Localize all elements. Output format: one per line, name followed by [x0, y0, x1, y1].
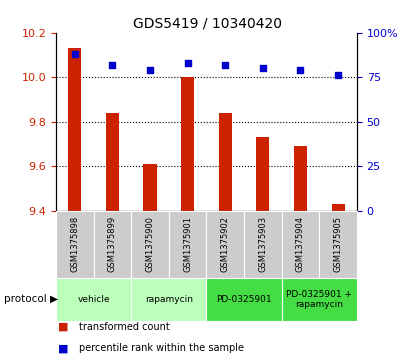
- Text: GSM1375899: GSM1375899: [108, 216, 117, 272]
- Text: GSM1375902: GSM1375902: [221, 216, 230, 272]
- Text: protocol ▶: protocol ▶: [4, 294, 58, 305]
- Text: PD-0325901 +
rapamycin: PD-0325901 + rapamycin: [286, 290, 352, 309]
- Point: [335, 73, 342, 78]
- Text: transformed count: transformed count: [79, 322, 170, 332]
- Point: [259, 65, 266, 71]
- Bar: [206, 211, 244, 278]
- Text: ■: ■: [58, 322, 68, 332]
- Bar: [94, 211, 131, 278]
- Bar: [332, 204, 345, 211]
- Point: [147, 67, 154, 73]
- Text: GSM1375900: GSM1375900: [146, 216, 154, 272]
- Bar: [319, 211, 357, 278]
- Bar: [181, 77, 194, 211]
- Text: ■: ■: [58, 343, 68, 354]
- Text: GSM1375898: GSM1375898: [70, 216, 79, 272]
- Text: percentile rank within the sample: percentile rank within the sample: [79, 343, 244, 354]
- Bar: [106, 113, 119, 211]
- Bar: [256, 137, 269, 211]
- Text: GSM1375904: GSM1375904: [296, 216, 305, 272]
- Text: PD-0325901: PD-0325901: [216, 295, 272, 304]
- Bar: [294, 146, 307, 211]
- Text: vehicle: vehicle: [77, 295, 110, 304]
- Bar: [169, 211, 206, 278]
- Bar: [282, 211, 319, 278]
- Text: GSM1375905: GSM1375905: [334, 216, 343, 272]
- Text: GSM1375903: GSM1375903: [259, 216, 267, 272]
- Bar: [131, 211, 169, 278]
- Bar: [56, 278, 131, 321]
- Bar: [144, 164, 156, 211]
- Bar: [244, 211, 282, 278]
- Text: GDS5419 / 10340420: GDS5419 / 10340420: [133, 16, 282, 30]
- Point: [184, 60, 191, 66]
- Bar: [131, 278, 206, 321]
- Text: GSM1375901: GSM1375901: [183, 216, 192, 272]
- Bar: [56, 211, 94, 278]
- Point: [222, 62, 229, 68]
- Bar: [282, 278, 357, 321]
- Point: [109, 62, 116, 68]
- Bar: [206, 278, 282, 321]
- Bar: [68, 48, 81, 211]
- Bar: [219, 113, 232, 211]
- Text: rapamycin: rapamycin: [145, 295, 193, 304]
- Point: [297, 67, 304, 73]
- Point: [71, 51, 78, 57]
